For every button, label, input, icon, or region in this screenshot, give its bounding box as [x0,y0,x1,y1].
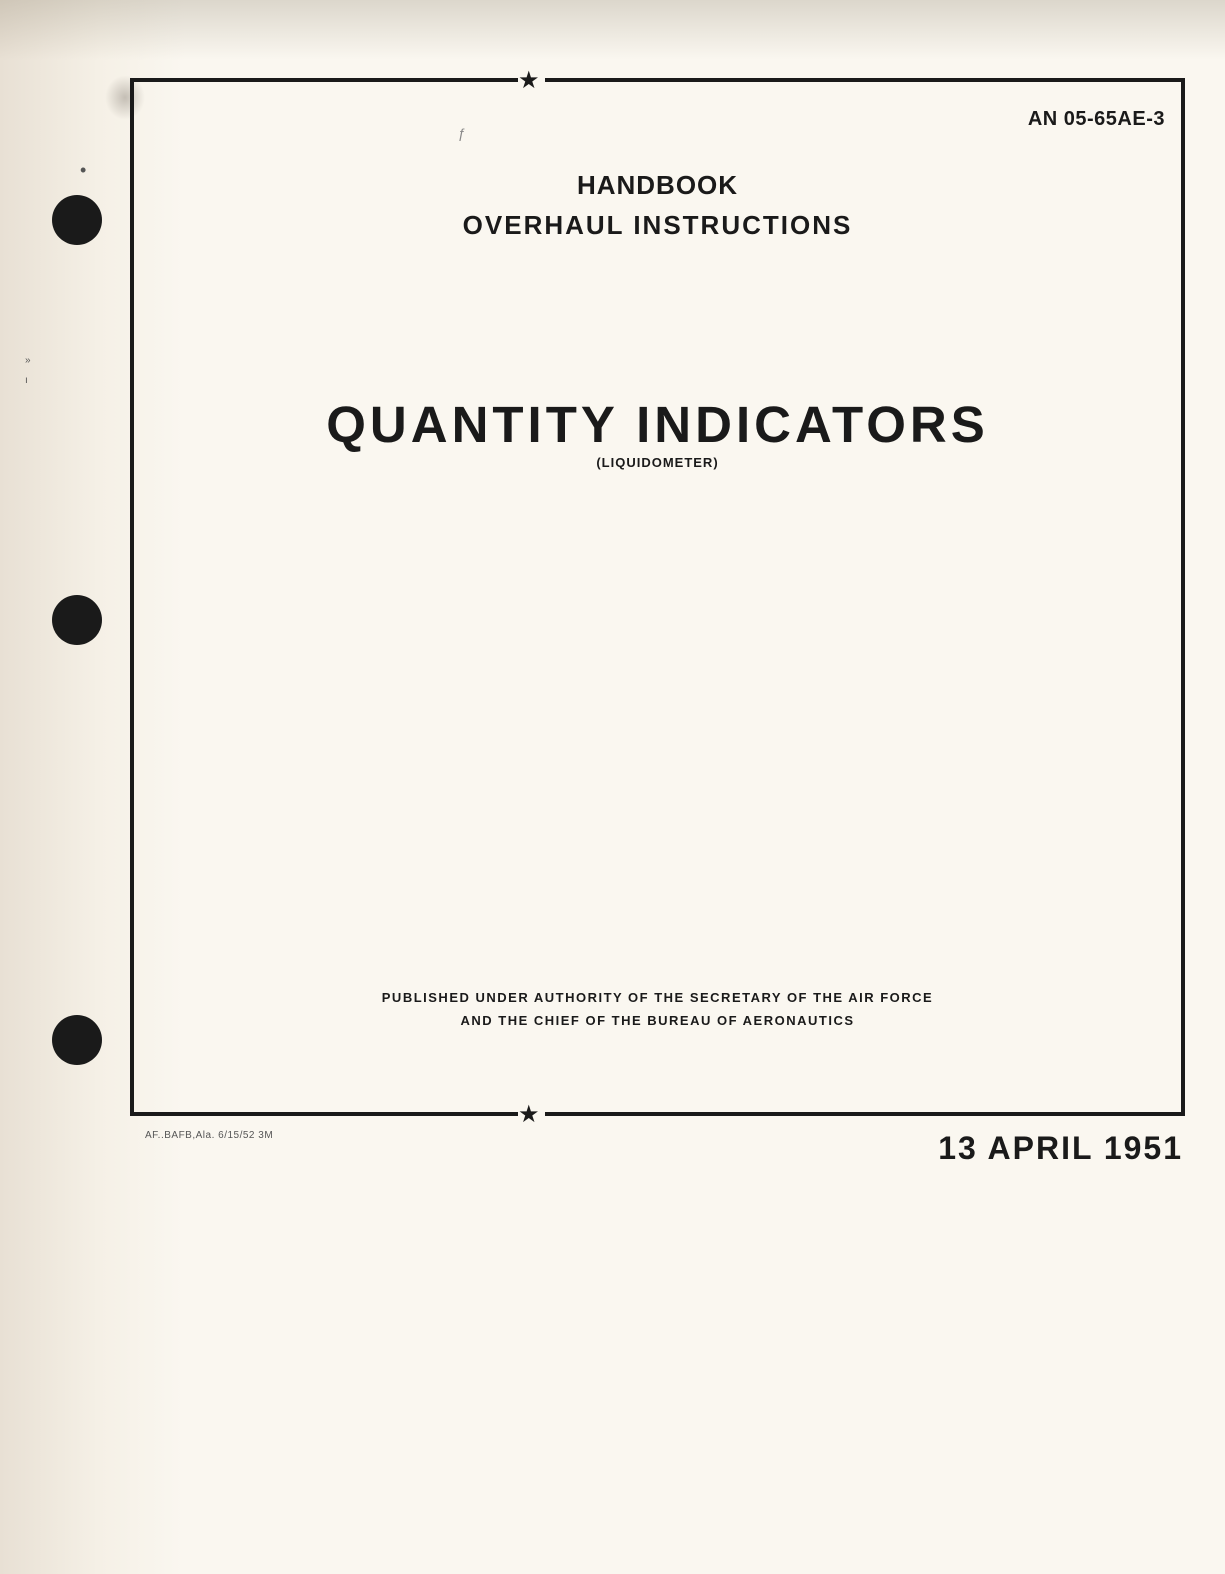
document-sub-label: (LIQUIDOMETER) [130,455,1185,470]
page-mark: » [25,355,31,366]
authority-text: PUBLISHED UNDER AUTHORITY OF THE SECRETA… [130,990,1185,1005]
star-icon: ★ [518,66,540,95]
print-info: AF..BAFB,Ala. 6/15/52 3M [145,1130,273,1141]
handbook-label: HANDBOOK [130,170,1185,201]
document-date: 13 APRIL 1951 [938,1130,1183,1167]
frame-border [545,78,1185,82]
document-main-title: QUANTITY INDICATORS [130,395,1185,454]
punch-hole [52,1015,102,1065]
page-mark: • [80,160,86,181]
page-shadow [0,0,1225,60]
punch-hole [52,595,102,645]
page-mark: ƒ [458,125,466,141]
frame-border [545,1112,1185,1116]
document-subtitle: OVERHAUL INSTRUCTIONS [130,210,1185,241]
page-mark: ı [25,375,28,386]
document-code: AN 05-65AE-3 [1028,108,1165,131]
frame-border [130,1112,518,1116]
star-icon: ★ [518,1100,540,1129]
punch-hole [52,195,102,245]
authority-text: AND THE CHIEF OF THE BUREAU OF AERONAUTI… [130,1013,1185,1028]
frame-border [130,78,518,82]
